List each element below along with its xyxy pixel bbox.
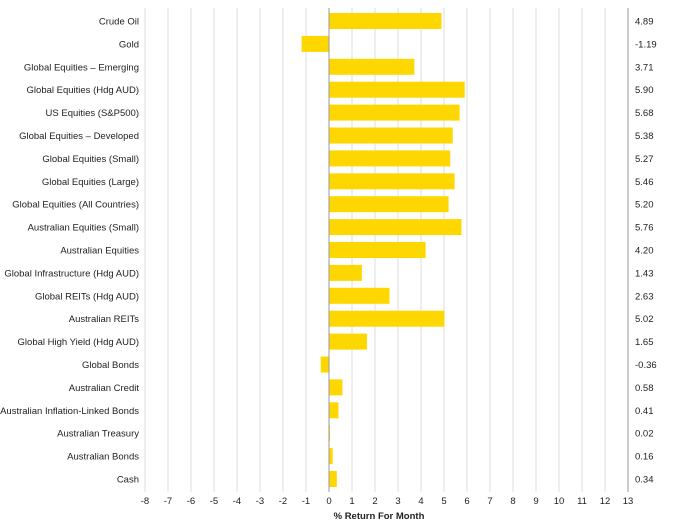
bar (329, 287, 390, 304)
x-tick-label: 1 (349, 496, 354, 507)
value-label: 5.90 (635, 85, 654, 96)
x-tick-label: -3 (256, 496, 264, 507)
x-tick-label: 0 (326, 496, 331, 507)
x-tick-label: 2 (372, 496, 377, 507)
bars (301, 13, 465, 487)
category-label: Australian REITs (69, 314, 139, 325)
x-tick-label: 10 (554, 496, 565, 507)
x-tick-label: 8 (510, 496, 515, 507)
value-label: 4.20 (635, 246, 654, 257)
value-label: 5.20 (635, 200, 654, 211)
x-tick-label: 13 (623, 496, 634, 507)
x-tick-label: 12 (600, 496, 611, 507)
category-label: Global Equities – Emerging (24, 62, 139, 73)
x-tick-label: -7 (164, 496, 172, 507)
value-label: 5.02 (635, 314, 654, 325)
bar (329, 379, 343, 396)
bar (329, 196, 449, 213)
x-tick-label: 6 (464, 496, 469, 507)
category-label: Australian Inflation-Linked Bonds (0, 406, 139, 417)
x-tick-label: -8 (141, 496, 149, 507)
value-label: 5.27 (635, 154, 654, 165)
x-tick-label: -1 (302, 496, 310, 507)
x-axis-ticks: -8 -7 -6 -5 -4 -3 -2 -1 0 1 2 3 4 5 6 7 8 9 10 11 12 13 (141, 496, 634, 507)
value-label: 0.16 (635, 452, 654, 463)
x-tick-label: -5 (210, 496, 218, 507)
category-label: Global REITs (Hdg AUD) (35, 291, 139, 302)
bar (329, 264, 362, 281)
bar (329, 471, 337, 487)
bar (329, 310, 445, 327)
bar (329, 402, 339, 419)
value-label: 0.02 (635, 429, 654, 440)
bar (329, 333, 367, 350)
x-axis-title: % Return For Month (334, 511, 425, 522)
x-tick-label: 4 (418, 496, 423, 507)
x-tick-label: -2 (279, 496, 287, 507)
value-label: 3.71 (635, 62, 654, 73)
category-label: Australian Equities (Small) (28, 223, 139, 234)
value-label: 5.68 (635, 108, 654, 119)
category-label: Australian Equities (60, 246, 139, 257)
category-label: Global Infrastructure (Hdg AUD) (4, 268, 139, 279)
bar (329, 173, 455, 190)
category-label: Cash (117, 475, 139, 486)
bar (329, 219, 462, 236)
category-label: Australian Treasury (57, 429, 139, 440)
value-label: -0.36 (635, 360, 657, 371)
value-label: 0.41 (635, 406, 654, 417)
value-label: 0.34 (635, 475, 654, 486)
category-label: Australian Bonds (67, 452, 139, 463)
bar (320, 356, 329, 373)
value-label: -1.19 (635, 39, 657, 50)
category-label: Crude Oil (99, 17, 139, 28)
value-labels: 4.89 -1.19 3.71 5.90 5.68 5.38 5.27 5.46 5.20 5.7… (635, 17, 657, 486)
x-tick-label: 7 (487, 496, 492, 507)
category-label: Global Equities – Developed (19, 131, 139, 142)
category-label: Global High Yield (Hdg AUD) (18, 337, 139, 348)
value-label: 5.76 (635, 223, 654, 234)
category-label: Global Equities (Hdg AUD) (27, 85, 139, 96)
bar (301, 35, 329, 52)
category-label: Global Bonds (82, 360, 139, 371)
category-labels: Crude Oil Gold Global Equities – Emerging G… (0, 17, 139, 486)
x-tick-label: 11 (577, 496, 587, 507)
bar (329, 150, 451, 167)
x-tick-label: -6 (187, 496, 195, 507)
category-label: Global Equities (Small) (42, 154, 139, 165)
value-label: 5.46 (635, 177, 654, 188)
bar (329, 13, 442, 29)
value-label: 0.58 (635, 383, 654, 394)
value-label: 5.38 (635, 131, 654, 142)
category-label: Global Equities (Large) (42, 177, 139, 188)
x-tick-label: -4 (233, 496, 241, 507)
category-label: Global Equities (All Countries) (12, 200, 139, 211)
category-label: Gold (119, 39, 139, 50)
x-tick-label: 5 (441, 496, 446, 507)
bar (329, 448, 333, 465)
category-label: Australian Credit (69, 383, 140, 394)
value-label: 4.89 (635, 17, 654, 28)
x-tick-label: 9 (533, 496, 538, 507)
bar (329, 81, 465, 98)
bar (329, 127, 453, 144)
bar (329, 58, 415, 75)
category-label: US Equities (S&P500) (46, 108, 139, 119)
x-tick-label: 3 (395, 496, 400, 507)
value-label: 1.65 (635, 337, 654, 348)
bar (329, 104, 460, 121)
value-label: 2.63 (635, 291, 654, 302)
bar (329, 242, 426, 258)
value-label: 1.43 (635, 268, 654, 279)
